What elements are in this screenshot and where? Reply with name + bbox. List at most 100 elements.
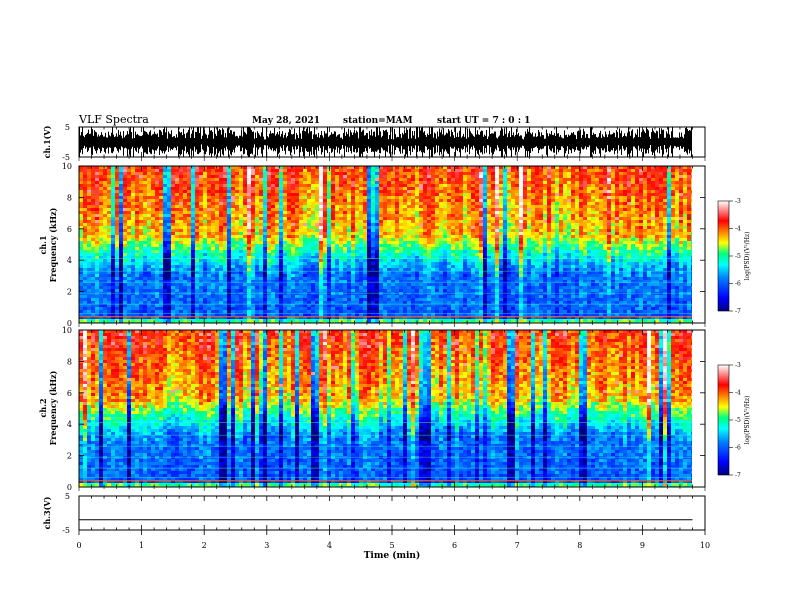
spectrogram-cell xyxy=(87,208,91,211)
spectrogram-cell xyxy=(267,226,271,229)
spectrogram-cell xyxy=(95,250,99,253)
spectrogram-cell xyxy=(291,235,295,238)
spectrogram-cell xyxy=(235,184,239,187)
spectrogram-cell xyxy=(247,223,251,226)
spectrogram-cell xyxy=(231,169,235,172)
spectrogram-cell xyxy=(551,181,555,184)
spectrogram-cell xyxy=(183,250,187,253)
spectrogram-cell xyxy=(655,196,659,199)
spectrogram-cell xyxy=(275,250,279,253)
spectrogram-cell xyxy=(287,175,291,178)
spectrogram-cell xyxy=(339,169,343,172)
spectrogram-cell xyxy=(319,214,323,217)
spectrogram-cell xyxy=(223,211,227,214)
spectrogram-cell xyxy=(103,214,107,217)
spectrogram-cell xyxy=(611,178,615,181)
spectrogram-cell xyxy=(455,205,459,208)
spectrogram-cell xyxy=(567,190,571,193)
spectrogram-cell xyxy=(403,247,407,250)
spectrogram-cell xyxy=(627,193,631,196)
spectrogram-cell xyxy=(283,184,287,187)
spectrogram-cell xyxy=(127,184,131,187)
spectrogram-cell xyxy=(683,178,687,181)
spectrogram-cell xyxy=(79,235,83,238)
spectrogram-cell xyxy=(83,235,87,238)
spectrogram-cell xyxy=(163,235,167,238)
spectrogram-cell xyxy=(563,181,567,184)
spectrogram-cell xyxy=(411,178,415,181)
spectrogram-cell xyxy=(383,235,387,238)
spectrogram-cell xyxy=(487,235,491,238)
spectrogram-cell xyxy=(171,190,175,193)
spectrogram-cell xyxy=(619,241,623,244)
spectrogram-cell xyxy=(91,211,95,214)
spectrogram-cell xyxy=(395,247,399,250)
spectrogram-cell xyxy=(615,184,619,187)
spectrogram-cell xyxy=(187,214,191,217)
spectrogram-cell xyxy=(343,238,347,241)
spectrogram-cell xyxy=(99,244,103,247)
spectrogram-cell xyxy=(619,238,623,241)
spectrogram-cell xyxy=(331,181,335,184)
spectrogram-cell xyxy=(419,238,423,241)
spectrogram-cell xyxy=(619,220,623,223)
spectrogram-cell xyxy=(339,226,343,229)
spectrogram-cell xyxy=(683,181,687,184)
spectrogram-cell xyxy=(603,223,607,226)
spectrogram-cell xyxy=(683,208,687,211)
spectrogram-cell xyxy=(623,190,627,193)
spectrogram-cell xyxy=(383,178,387,181)
spectrogram-cell xyxy=(167,211,171,214)
spectrogram-cell xyxy=(275,235,279,238)
spectrogram-cell xyxy=(363,178,367,181)
spectrogram-cell xyxy=(271,172,275,175)
spectrogram-cell xyxy=(151,172,155,175)
spectrogram-cell xyxy=(587,181,591,184)
spectrogram-cell xyxy=(235,208,239,211)
spectrogram-cell xyxy=(251,223,255,226)
spectrogram-cell xyxy=(467,208,471,211)
spectrogram-cell xyxy=(107,238,111,241)
spectrogram-cell xyxy=(439,196,443,199)
spectrogram-cell xyxy=(571,220,575,223)
spectrogram-cell xyxy=(107,211,111,214)
spectrogram-cell xyxy=(651,184,655,187)
spectrogram-cell xyxy=(143,232,147,235)
spectrogram-cell xyxy=(443,208,447,211)
spectrogram-cell xyxy=(667,238,671,241)
spectrogram-cell xyxy=(335,202,339,205)
spectrogram-cell xyxy=(291,205,295,208)
spectrogram-cell xyxy=(391,214,395,217)
spectrogram-cell xyxy=(127,208,131,211)
spectrogram-cell xyxy=(419,226,423,229)
spectrogram-cell xyxy=(159,220,163,223)
spectrogram-cell xyxy=(135,241,139,244)
spectrogram-cell xyxy=(135,187,139,190)
spectrogram-cell xyxy=(195,229,199,232)
spectrogram-cell xyxy=(595,214,599,217)
spectrogram-cell xyxy=(179,229,183,232)
spectrogram-cell xyxy=(639,244,643,247)
spectrogram-cell xyxy=(515,217,519,220)
spectrogram-cell xyxy=(131,181,135,184)
spectrogram-cell xyxy=(639,187,643,190)
start-time-label: start UT = 7 : 0 : 1 xyxy=(437,116,530,126)
spectrogram-cell xyxy=(171,232,175,235)
spectrogram-cell xyxy=(679,199,683,202)
spectrogram-cell xyxy=(607,226,611,229)
spectrogram-cell xyxy=(395,181,399,184)
spectrogram-cell xyxy=(475,229,479,232)
spectrogram-cell xyxy=(87,226,91,229)
spectrogram-cell xyxy=(315,229,319,232)
spectrogram-cell xyxy=(523,220,527,223)
spectrogram-cell xyxy=(267,211,271,214)
spectrogram-cell xyxy=(679,244,683,247)
spectrogram-cell xyxy=(327,211,331,214)
spectrogram-cell xyxy=(215,244,219,247)
spectrogram-cell xyxy=(547,169,551,172)
spectrogram-cell xyxy=(587,169,591,172)
spectrogram-cell xyxy=(543,196,547,199)
spectrogram-cell xyxy=(415,169,419,172)
spectrogram-cell xyxy=(459,238,463,241)
spectrogram-cell xyxy=(687,214,691,217)
